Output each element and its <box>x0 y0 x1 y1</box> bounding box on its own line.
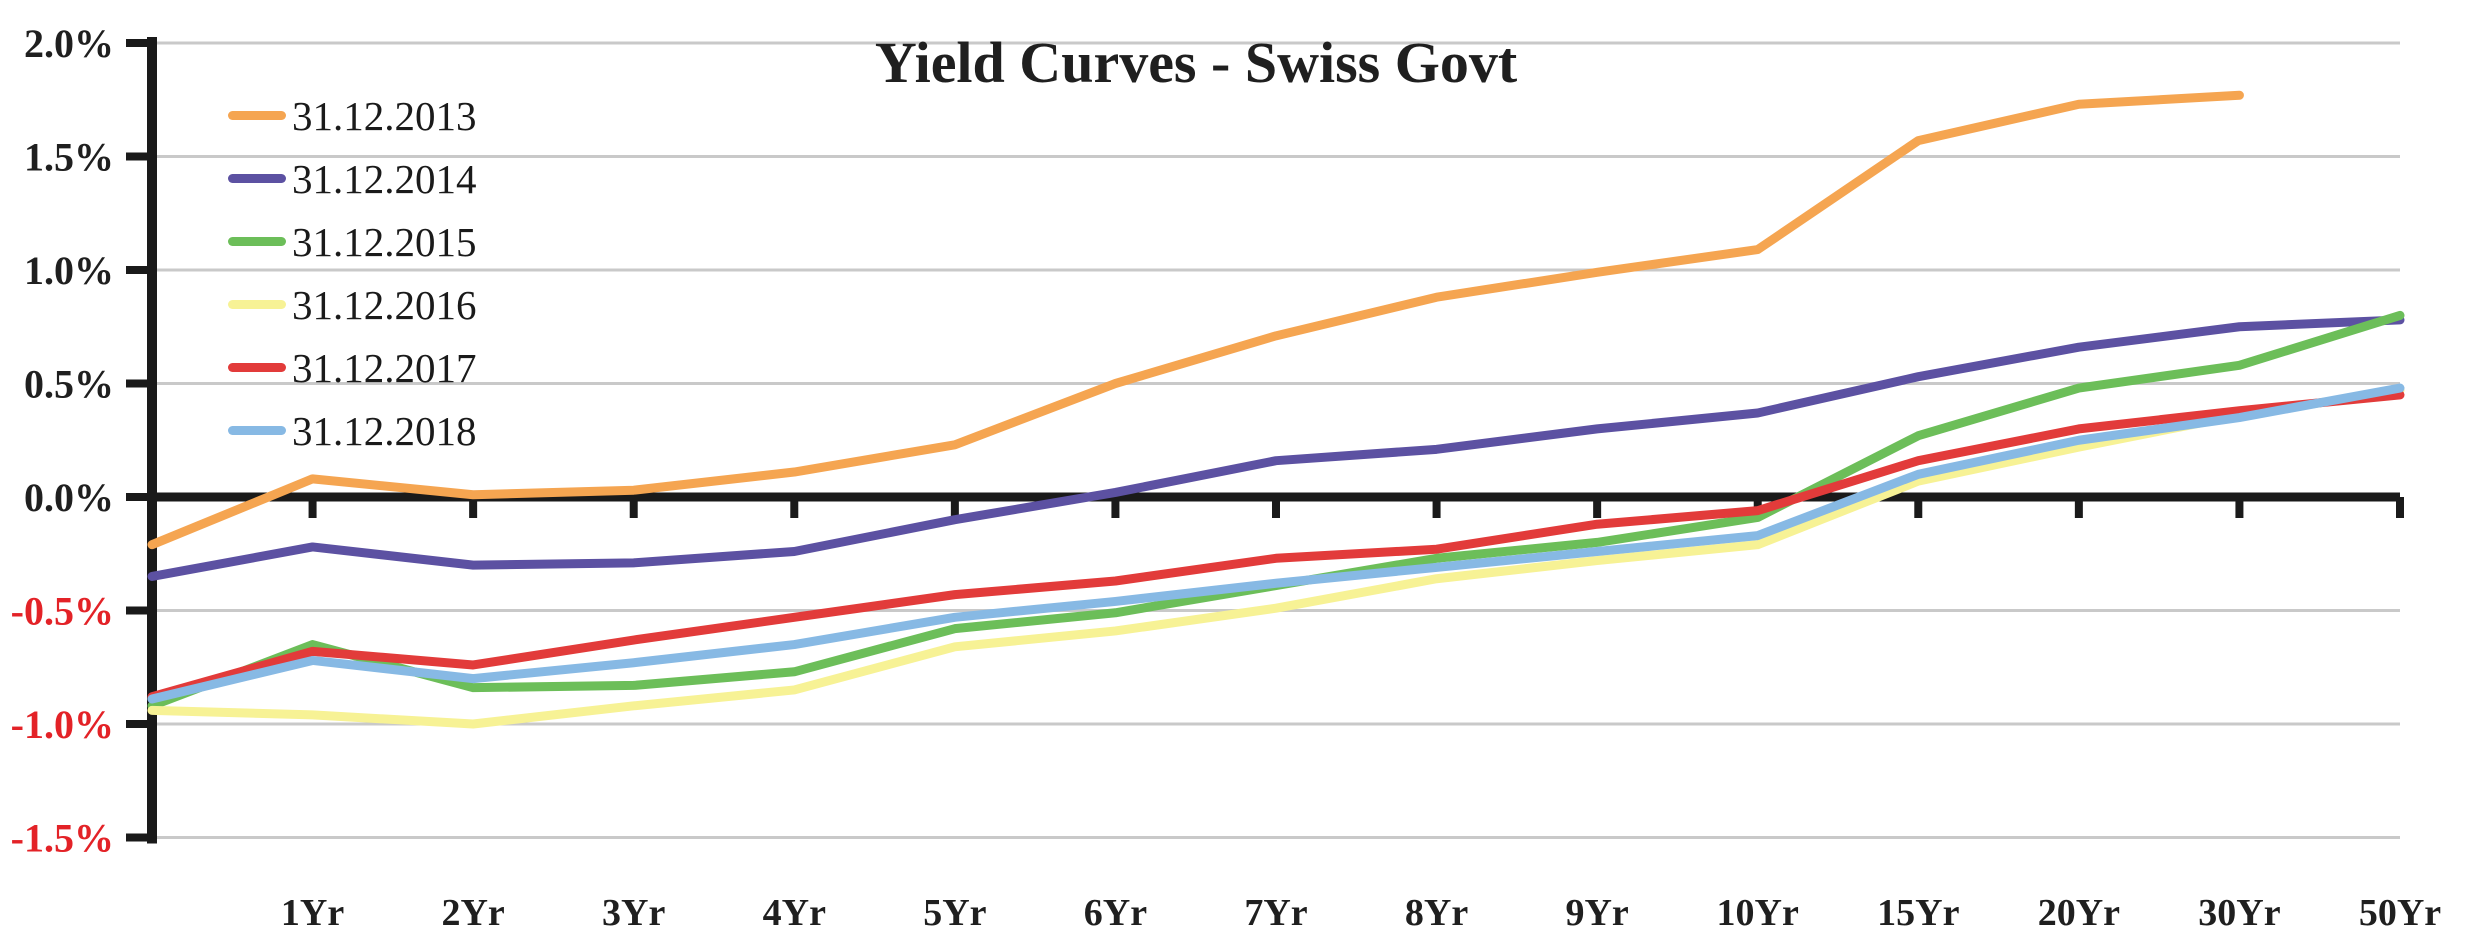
legend-item: 31.12.2016 <box>228 273 477 336</box>
legend-line-swatch-icon <box>228 426 286 435</box>
y-tick-label: 0.0% <box>24 475 114 520</box>
legend-line-swatch-icon <box>228 174 286 183</box>
legend-label: 31.12.2014 <box>292 155 477 202</box>
legend-item: 31.12.2014 <box>228 147 477 210</box>
x-tick-label: 8Yr <box>1405 892 1468 934</box>
y-tick-label: -1.0% <box>11 702 114 747</box>
x-tick-label: 10Yr <box>1717 892 1799 934</box>
x-tick-label: 3Yr <box>602 892 665 934</box>
series-line-31.12.2016 <box>147 385 2405 729</box>
series-line-31.12.2017 <box>147 390 2405 702</box>
legend: 31.12.2013 31.12.2014 31.12.2015 31.12.2016… <box>228 84 477 462</box>
legend-line-swatch-icon <box>228 111 286 120</box>
series-line-31.12.2013 <box>147 90 2244 550</box>
y-tick-label: -1.5% <box>11 816 114 861</box>
x-tick-label: 9Yr <box>1565 892 1628 934</box>
x-tick-label: 7Yr <box>1244 892 1307 934</box>
series-lines <box>147 90 2405 729</box>
legend-item: 31.12.2013 <box>228 84 477 147</box>
legend-label: 31.12.2013 <box>292 92 477 139</box>
legend-line-swatch-icon <box>228 237 286 246</box>
x-axis-labels: 1Yr 2Yr 3Yr 4Yr 5Yr 6Yr 7Yr 8Yr 9Yr 10Yr 15Yr 20Yr 3… <box>281 892 2441 934</box>
legend-line-swatch-icon <box>228 300 286 309</box>
series-line-31.12.2014 <box>147 315 2405 581</box>
x-tick-label: 6Yr <box>1084 892 1147 934</box>
x-tick-label: 50Yr <box>2359 892 2441 934</box>
legend-item: 31.12.2015 <box>228 210 477 273</box>
x-tick-label: 4Yr <box>763 892 826 934</box>
legend-item: 31.12.2018 <box>228 399 477 462</box>
legend-label: 31.12.2016 <box>292 281 477 328</box>
legend-label: 31.12.2017 <box>292 344 477 391</box>
legend-label: 31.12.2015 <box>292 218 477 265</box>
x-tick-label: 2Yr <box>441 892 504 934</box>
y-tick-label: 2.0% <box>24 21 114 66</box>
x-tick-label: 15Yr <box>1877 892 1959 934</box>
x-tick-label: 20Yr <box>2038 892 2120 934</box>
x-tick-label: 30Yr <box>2198 892 2280 934</box>
y-tick-label: -0.5% <box>11 589 114 634</box>
legend-line-swatch-icon <box>228 363 286 372</box>
x-tick-label: 1Yr <box>281 892 344 934</box>
chart-title: Yield Curves - Swiss Govt <box>875 30 1518 95</box>
y-axis-labels: 2.0% 1.5% 1.0% 0.5% 0.0% -0.5% -1.0% -1.5% <box>11 21 114 861</box>
legend-item: 31.12.2017 <box>228 336 477 399</box>
x-tick-label: 5Yr <box>923 892 986 934</box>
y-tick-label: 1.0% <box>24 248 114 293</box>
y-tick-label: 1.5% <box>24 135 114 180</box>
y-tick-label: 0.5% <box>24 362 114 407</box>
series-line-31.12.2018 <box>147 383 2405 704</box>
legend-label: 31.12.2018 <box>292 407 477 454</box>
